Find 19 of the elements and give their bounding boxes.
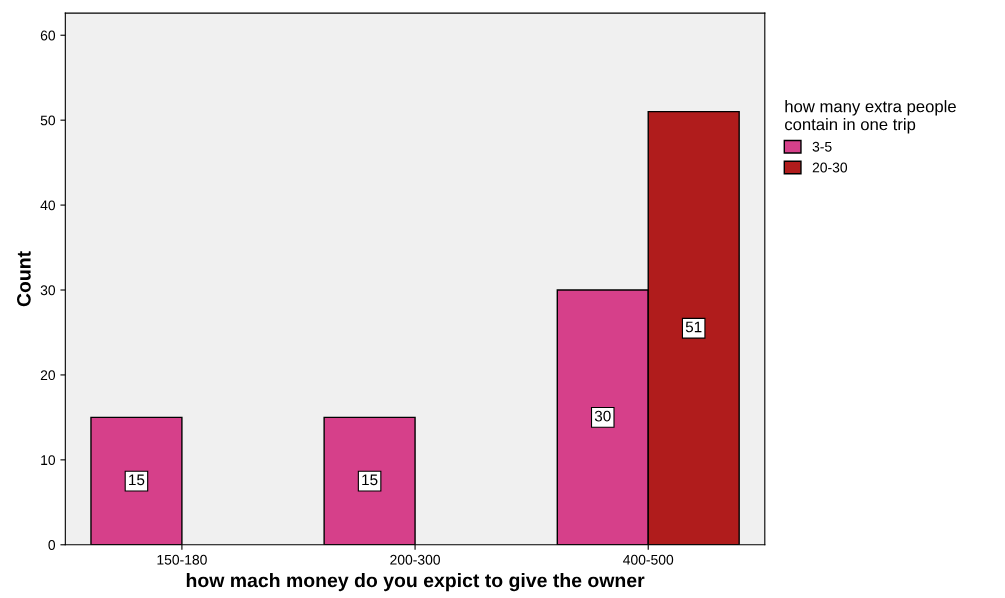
data-label: 51 — [685, 321, 702, 333]
data-label: 30 — [594, 410, 611, 422]
y-tick-label: 30 — [40, 285, 56, 296]
x-tick-label: 150-180 — [157, 554, 207, 565]
legend-title: how many extra people contain in one trip — [785, 100, 956, 134]
y-tick-label: 20 — [40, 370, 56, 381]
legend-label: 20-30 — [812, 162, 848, 173]
data-label: 15 — [362, 474, 378, 486]
y-tick-label: 60 — [40, 30, 56, 41]
y-tick-label: 40 — [40, 200, 56, 211]
x-tick-label: 400-500 — [623, 554, 674, 565]
y-axis-title: Count — [16, 251, 31, 307]
data-label: 15 — [129, 474, 145, 486]
y-tick-label: 0 — [48, 540, 56, 550]
y-tick-label: 10 — [41, 455, 56, 466]
y-tick-label: 50 — [40, 115, 56, 126]
x-tick-label: 200-300 — [390, 554, 441, 565]
x-axis-title: how mach money do you expict to give the owner — [186, 573, 645, 592]
legend-label: 3-5 — [812, 141, 832, 152]
